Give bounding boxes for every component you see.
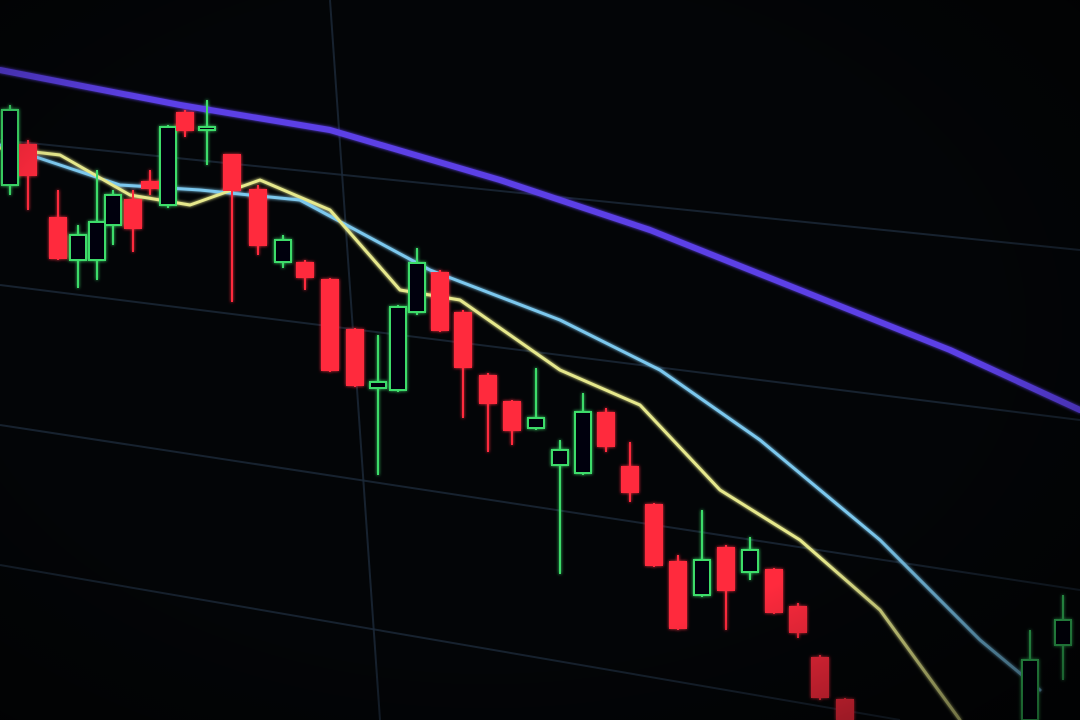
chart [0, 0, 1080, 720]
page: (() => { const data = JSON.parse(documen… [0, 0, 1080, 720]
vignette [0, 0, 1080, 720]
